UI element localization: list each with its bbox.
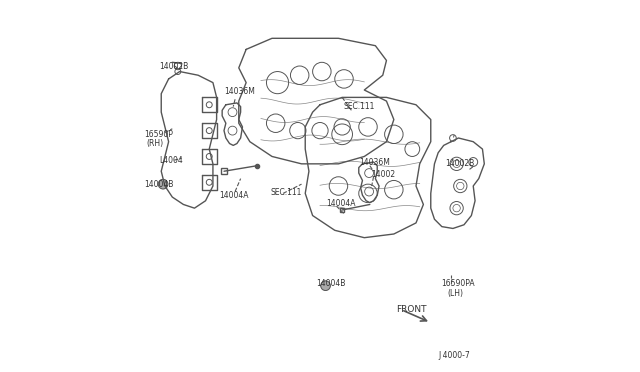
Text: 14004B: 14004B [316, 279, 346, 288]
Circle shape [321, 281, 330, 291]
Text: 14002B: 14002B [159, 61, 189, 71]
Text: 14004B: 14004B [145, 180, 174, 189]
Text: 14036M: 14036M [224, 87, 255, 96]
Text: (LH): (LH) [447, 289, 463, 298]
Text: SEC.111: SEC.111 [270, 188, 301, 197]
Text: (RH): (RH) [147, 139, 164, 148]
Text: FRONT: FRONT [396, 305, 426, 314]
Circle shape [158, 179, 168, 189]
Text: 14002: 14002 [371, 170, 395, 179]
Text: J 4000-7: J 4000-7 [438, 350, 470, 360]
Text: 14004A: 14004A [326, 199, 356, 208]
Text: 14004A: 14004A [220, 191, 249, 200]
Text: 14036M: 14036M [359, 157, 390, 167]
Text: 16590PA: 16590PA [441, 279, 475, 288]
Text: 14002B: 14002B [445, 159, 475, 169]
Text: 16590P: 16590P [145, 130, 173, 139]
Text: L4004: L4004 [159, 155, 183, 165]
Text: SEC.111: SEC.111 [344, 102, 376, 111]
